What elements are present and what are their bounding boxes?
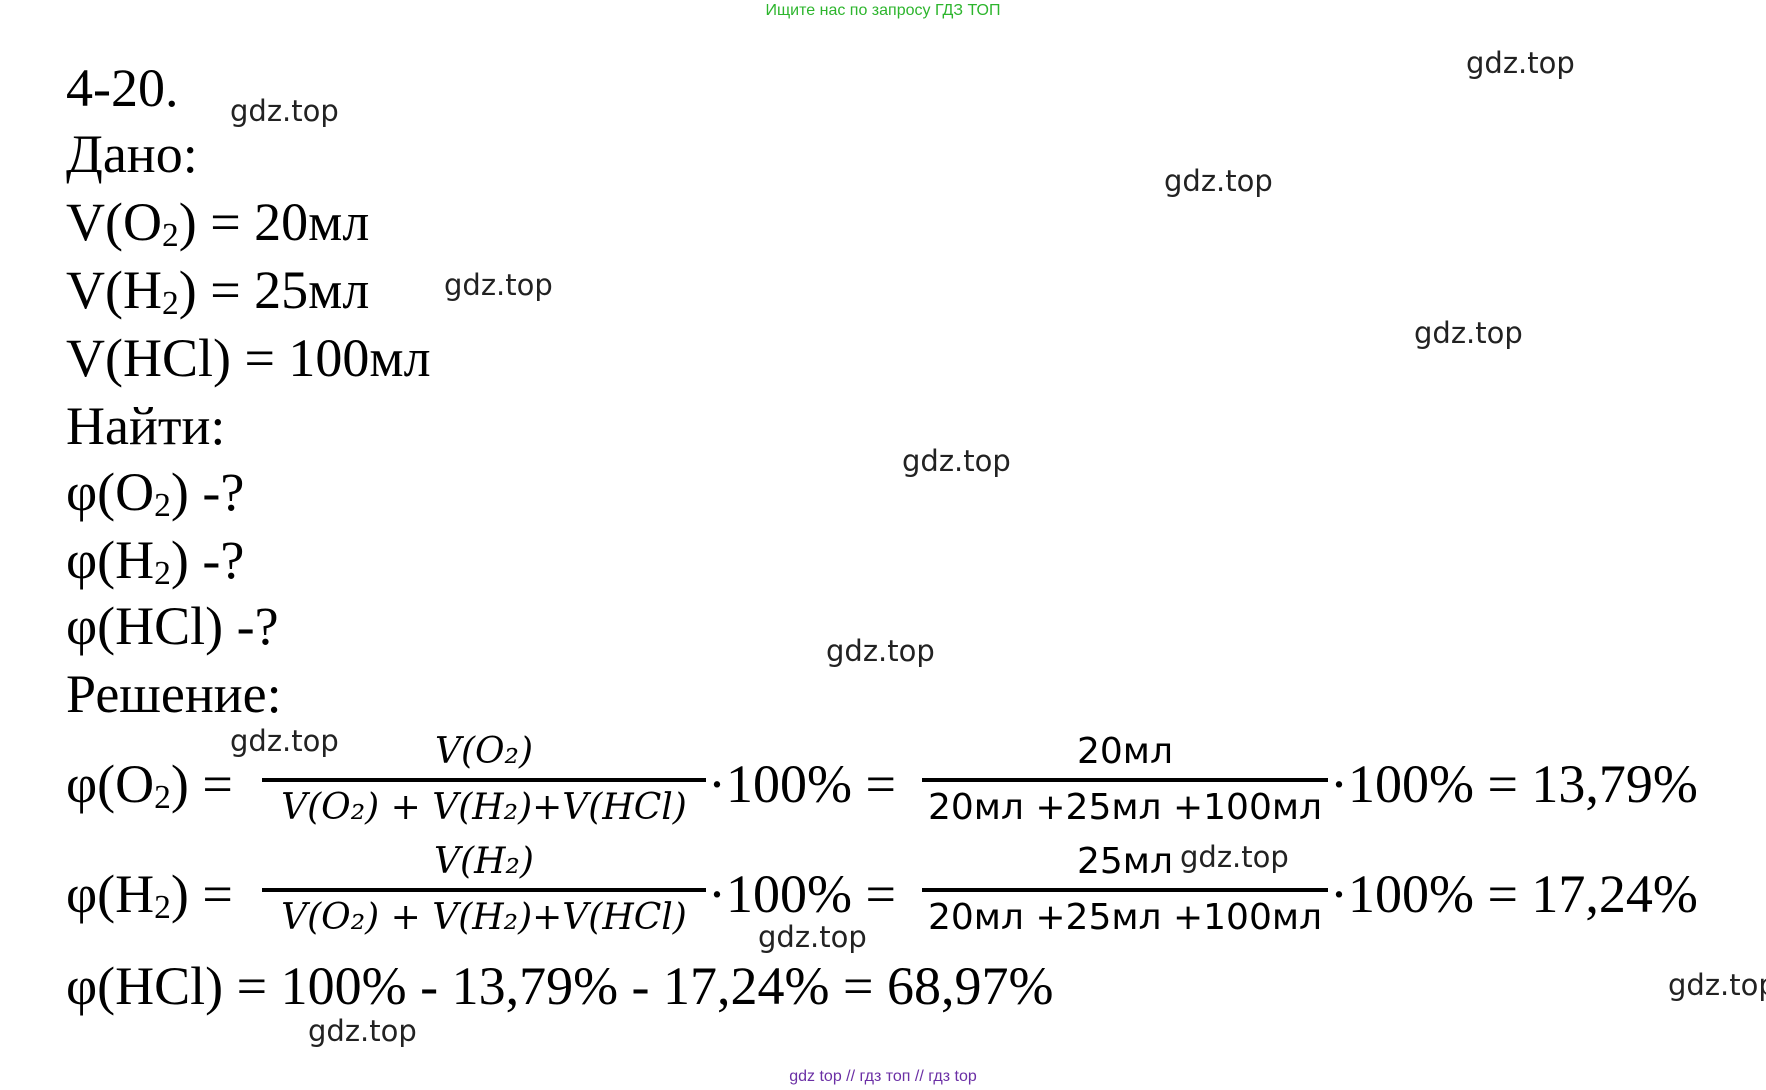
eq2-fraction-values: 25мл 20мл +25мл +100мл bbox=[922, 840, 1328, 940]
eq2-values-denominator: 20мл +25мл +100мл bbox=[927, 897, 1323, 938]
watermark: gdz.top bbox=[230, 94, 339, 128]
eq2-denominator: V(O₂) + V(H₂)+V(HCl) bbox=[281, 897, 687, 938]
eq2-result: ·100% = 17,24% bbox=[1330, 864, 1698, 924]
find-hcl: φ(HCl) -? bbox=[66, 596, 279, 656]
eq1-values-numerator: 20мл bbox=[1077, 731, 1173, 772]
watermark: gdz.top bbox=[758, 920, 867, 954]
watermark: gdz.top bbox=[1668, 968, 1766, 1002]
watermark: gdz.top bbox=[902, 444, 1011, 478]
eq2-mid: ·100% = bbox=[708, 864, 896, 924]
eq1-values-denominator: 20мл +25мл +100мл bbox=[927, 787, 1323, 828]
eq1-denominator: V(O₂) + V(H₂)+V(HCl) bbox=[281, 787, 687, 828]
watermark: gdz.top bbox=[1180, 840, 1289, 874]
watermark: gdz.top bbox=[308, 1014, 417, 1048]
given-hcl: V(HCl) = 100мл bbox=[66, 328, 431, 388]
top-banner[interactable]: Ищите нас по запросу ГДЗ ТОП bbox=[765, 2, 1001, 19]
bottom-banner: gdz top // гдз топ // гдз top bbox=[789, 1068, 977, 1085]
watermark: gdz.top bbox=[1414, 316, 1523, 350]
eq2-numerator: V(H₂) bbox=[434, 841, 534, 882]
find-h2: φ(H2) -? bbox=[66, 530, 245, 593]
bottom-link-gdz-top-ru[interactable]: гдз топ bbox=[859, 1068, 911, 1085]
eq2-lhs: φ(H2) = bbox=[66, 864, 233, 927]
solution-heading: Решение: bbox=[66, 664, 282, 724]
watermark: gdz.top bbox=[444, 268, 553, 302]
fraction-bar bbox=[262, 888, 706, 892]
given-o2: V(O2) = 20мл bbox=[66, 192, 370, 255]
find-heading: Найти: bbox=[66, 396, 226, 456]
fraction-bar bbox=[262, 778, 706, 782]
eq1-numerator: V(O₂) bbox=[434, 731, 534, 772]
problem-number: 4-20. bbox=[66, 58, 179, 118]
eq2-values-numerator: 25мл bbox=[1077, 841, 1173, 882]
given-heading: Дано: bbox=[66, 124, 198, 184]
eq1-fraction-values: 20мл 20мл +25мл +100мл bbox=[922, 730, 1328, 830]
eq1-lhs: φ(O2) = bbox=[66, 754, 233, 817]
bottom-link-gdz-top-mixed[interactable]: гдз top bbox=[928, 1068, 977, 1085]
eq1-mid: ·100% = bbox=[708, 754, 896, 814]
watermark: gdz.top bbox=[826, 634, 935, 668]
watermark: gdz.top bbox=[1164, 164, 1273, 198]
fraction-bar bbox=[922, 778, 1328, 782]
eq1-result: ·100% = 13,79% bbox=[1330, 754, 1698, 814]
watermark: gdz.top bbox=[230, 724, 339, 758]
eq3: φ(HCl) = 100% - 13,79% - 17,24% = 68,97% bbox=[66, 956, 1054, 1016]
fraction-bar bbox=[922, 888, 1328, 892]
given-h2: V(H2) = 25мл bbox=[66, 260, 370, 323]
eq1-fraction: V(O₂) V(O₂) + V(H₂)+V(HCl) bbox=[262, 730, 706, 830]
bottom-link-gdz-top[interactable]: gdz top bbox=[789, 1068, 842, 1085]
eq2-fraction: V(H₂) V(O₂) + V(H₂)+V(HCl) bbox=[262, 840, 706, 940]
find-o2: φ(O2) -? bbox=[66, 462, 245, 525]
watermark: gdz.top bbox=[1466, 46, 1575, 80]
